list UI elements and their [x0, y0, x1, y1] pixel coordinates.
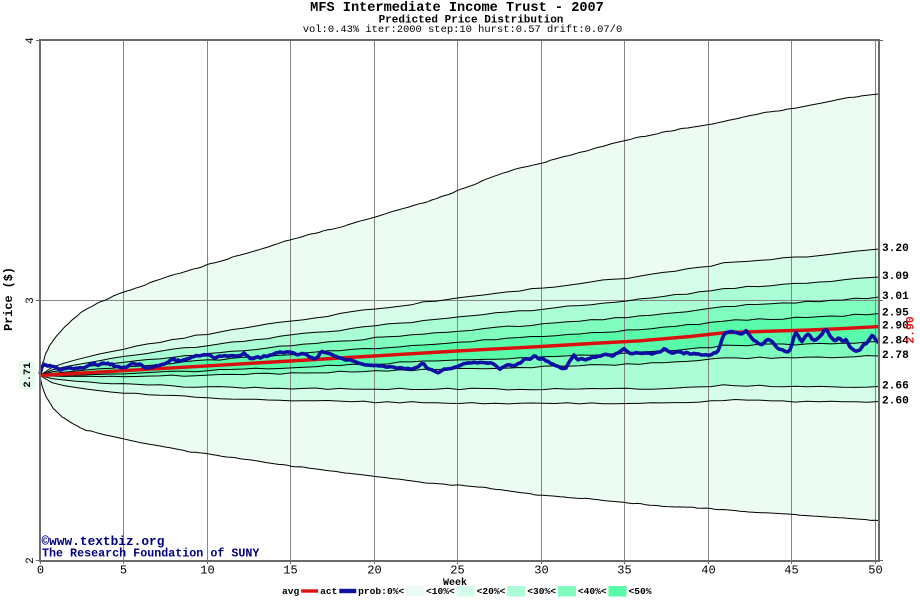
svg-text:prob:0%<: prob:0%<	[358, 586, 404, 597]
svg-text:©www.textbiz.org: ©www.textbiz.org	[42, 534, 165, 549]
svg-text:50: 50	[868, 564, 882, 578]
svg-text:<30%<: <30%<	[527, 586, 556, 597]
svg-text:Price ($): Price ($)	[2, 267, 16, 331]
svg-text:15: 15	[283, 564, 297, 578]
svg-text:2.84: 2.84	[882, 336, 909, 348]
svg-text:5: 5	[120, 564, 127, 578]
svg-text:0: 0	[37, 564, 44, 578]
svg-text:35: 35	[617, 564, 631, 578]
svg-text:The Research Foundation of SUN: The Research Foundation of SUNY	[42, 547, 259, 561]
svg-text:<50%: <50%	[628, 586, 651, 597]
svg-text:20: 20	[367, 564, 381, 578]
svg-text:40: 40	[701, 564, 715, 578]
svg-text:2.90: 2.90	[882, 321, 909, 333]
svg-text:2.90: 2.90	[906, 316, 918, 344]
svg-text:3.09: 3.09	[882, 271, 909, 283]
svg-text:2.66: 2.66	[882, 381, 909, 393]
svg-text:3: 3	[25, 297, 37, 304]
svg-text:2: 2	[25, 557, 37, 564]
svg-text:2.60: 2.60	[882, 396, 909, 408]
svg-text:avg: avg	[282, 586, 300, 597]
svg-text:2.71: 2.71	[22, 362, 34, 387]
svg-text:30: 30	[534, 564, 548, 578]
svg-text:3.01: 3.01	[882, 291, 909, 303]
svg-text:4: 4	[25, 37, 37, 44]
svg-text:2.95: 2.95	[882, 308, 909, 320]
svg-text:25: 25	[450, 564, 464, 578]
svg-text:3.20: 3.20	[882, 243, 909, 255]
svg-text:MFS Intermediate Income Trust: MFS Intermediate Income Trust - 2007	[310, 1, 604, 16]
svg-text:<40%<: <40%<	[578, 586, 607, 597]
svg-text:Predicted Price Distribution: Predicted Price Distribution	[379, 15, 564, 27]
svg-text:<20%<: <20%<	[477, 586, 506, 597]
svg-text:45: 45	[784, 564, 798, 578]
svg-text:vol:0.43% iter:2000 step:10 hu: vol:0.43% iter:2000 step:10 hurst:0.57 d…	[303, 24, 622, 36]
svg-text:act: act	[320, 586, 337, 597]
svg-text:<10%<: <10%<	[426, 586, 455, 597]
svg-text:10: 10	[200, 564, 214, 578]
svg-text:2.78: 2.78	[882, 350, 909, 362]
